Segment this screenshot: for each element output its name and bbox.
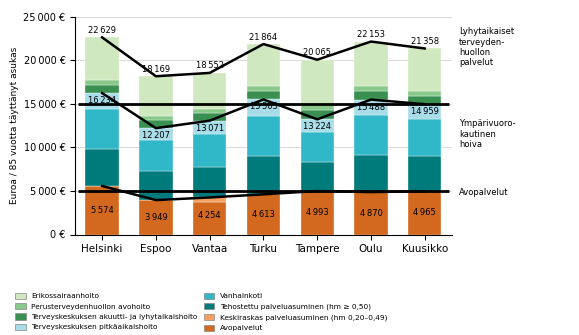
- Bar: [408, 119, 441, 156]
- Bar: [139, 76, 173, 116]
- Text: 4 965: 4 965: [413, 208, 436, 217]
- Text: 14 959: 14 959: [411, 107, 439, 116]
- Text: 18 552: 18 552: [196, 62, 223, 70]
- Bar: [139, 140, 173, 171]
- Text: 13 224: 13 224: [303, 122, 331, 131]
- Legend: Erikossairaanhoito, Perusterveydenhuollon avohoito, Terveyskeskuksen akuutti- ja: Erikossairaanhoito, Perusterveydenhuollo…: [15, 293, 387, 331]
- Bar: [86, 93, 119, 109]
- Bar: [193, 167, 226, 197]
- Bar: [86, 149, 119, 186]
- Bar: [247, 116, 280, 156]
- Bar: [86, 186, 119, 234]
- Bar: [247, 194, 280, 234]
- Bar: [247, 86, 280, 91]
- Y-axis label: Euroa / 85 vuotta täyttänyt asukas: Euroa / 85 vuotta täyttänyt asukas: [10, 47, 19, 204]
- Bar: [247, 99, 280, 116]
- Text: 12 207: 12 207: [142, 131, 170, 140]
- Bar: [139, 171, 173, 200]
- Bar: [408, 104, 441, 119]
- Bar: [354, 86, 387, 91]
- Bar: [301, 162, 334, 191]
- Bar: [354, 91, 387, 99]
- Bar: [86, 85, 119, 93]
- Text: 21 864: 21 864: [250, 32, 277, 42]
- Text: Avopalvelut: Avopalvelut: [459, 188, 508, 197]
- Bar: [408, 191, 441, 234]
- Bar: [408, 49, 441, 91]
- Text: 15 505: 15 505: [250, 103, 277, 112]
- Bar: [139, 120, 173, 128]
- Text: 15 488: 15 488: [357, 103, 385, 112]
- Bar: [193, 109, 226, 114]
- Text: 18 169: 18 169: [142, 65, 170, 74]
- Bar: [193, 121, 226, 134]
- Bar: [354, 42, 387, 86]
- Bar: [139, 116, 173, 120]
- Bar: [86, 38, 119, 80]
- Text: 22 153: 22 153: [357, 30, 385, 39]
- Bar: [408, 91, 441, 96]
- Bar: [354, 192, 387, 234]
- Bar: [247, 91, 280, 99]
- Text: 4 254: 4 254: [199, 211, 221, 220]
- Bar: [301, 60, 334, 105]
- Bar: [139, 200, 173, 234]
- Bar: [139, 128, 173, 140]
- Bar: [193, 134, 226, 167]
- Text: 4 613: 4 613: [252, 210, 275, 219]
- Bar: [354, 155, 387, 192]
- Bar: [408, 156, 441, 191]
- Bar: [193, 197, 226, 202]
- Text: 3 949: 3 949: [145, 213, 167, 222]
- Bar: [193, 73, 226, 109]
- Text: 5 574: 5 574: [91, 206, 113, 215]
- Bar: [247, 44, 280, 86]
- Text: Lyhytaikaiset
terveyden-
huollon
palvelut: Lyhytaikaiset terveyden- huollon palvelu…: [459, 27, 514, 67]
- Bar: [301, 111, 334, 119]
- Bar: [301, 119, 334, 132]
- Bar: [193, 202, 226, 234]
- Bar: [247, 156, 280, 194]
- Text: Ympärivuoro-
kautinen
hoiva: Ympärivuoro- kautinen hoiva: [459, 120, 516, 149]
- Bar: [354, 99, 387, 115]
- Text: 21 358: 21 358: [411, 37, 439, 46]
- Bar: [301, 105, 334, 111]
- Bar: [86, 80, 119, 85]
- Text: 16 234: 16 234: [88, 96, 116, 105]
- Bar: [193, 114, 226, 121]
- Text: 13 071: 13 071: [196, 124, 223, 133]
- Bar: [86, 109, 119, 149]
- Text: 22 629: 22 629: [88, 26, 116, 35]
- Text: 20 065: 20 065: [303, 48, 331, 57]
- Bar: [354, 115, 387, 155]
- Text: 4 993: 4 993: [306, 208, 329, 217]
- Bar: [301, 132, 334, 162]
- Text: 4 870: 4 870: [360, 209, 382, 218]
- Bar: [408, 96, 441, 104]
- Bar: [301, 191, 334, 234]
